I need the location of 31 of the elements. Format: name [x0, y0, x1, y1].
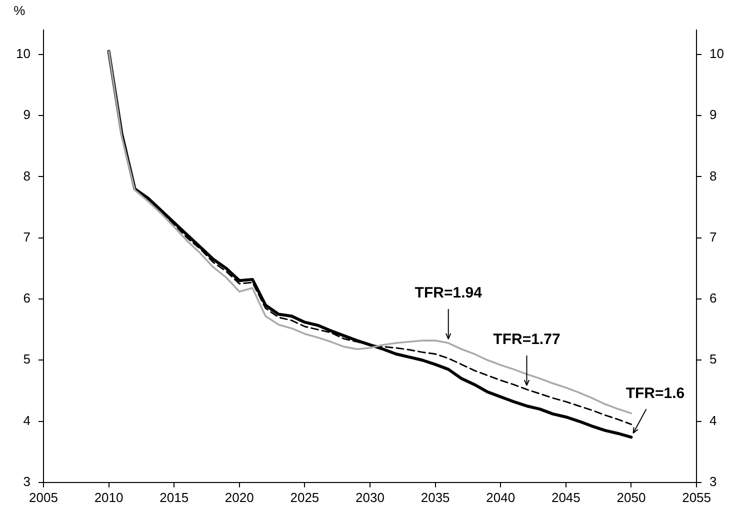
x-tick-label: 2005 — [29, 490, 58, 505]
y2-tick-label: 7 — [710, 229, 717, 244]
y2-tick-label: 10 — [710, 46, 724, 62]
y-tick-label: 9 — [23, 107, 30, 122]
x-tick-label: 2020 — [224, 490, 254, 505]
annotation: TFR=1.77 — [493, 331, 560, 348]
annotation: TFR=1.6 — [626, 384, 685, 402]
y-tick-label: 10 — [16, 46, 30, 62]
y2-tick-label: 5 — [710, 352, 717, 367]
y-tick-label: 5 — [23, 352, 30, 367]
x-tick-label: 2015 — [160, 490, 189, 505]
x-tick-label: 2040 — [486, 490, 516, 505]
y2-tick-label: 3 — [710, 474, 717, 489]
x-tick-label: 2025 — [290, 490, 320, 505]
x-tick-label: 2055 — [682, 490, 711, 505]
y2-tick-label: 6 — [710, 290, 717, 306]
y-tick-label: 3 — [23, 474, 30, 489]
y-tick-label: 7 — [23, 229, 30, 244]
x-tick-label: 2050 — [616, 490, 646, 505]
y2-tick-label: 4 — [710, 412, 717, 428]
y-tick-label: 4 — [23, 412, 30, 428]
y-tick-label: 8 — [23, 168, 30, 184]
x-tick-label: 2010 — [94, 490, 124, 505]
y2-tick-label: 8 — [710, 168, 717, 184]
y-tick-label: 6 — [23, 290, 30, 306]
x-tick-label: 2045 — [551, 490, 580, 505]
x-tick-label: 2030 — [356, 490, 384, 505]
x-tick-label: 2035 — [420, 490, 450, 505]
annotation: TFR=1.94 — [414, 284, 483, 302]
y-axis-title: % — [14, 3, 26, 18]
y2-tick-label: 9 — [710, 107, 717, 122]
